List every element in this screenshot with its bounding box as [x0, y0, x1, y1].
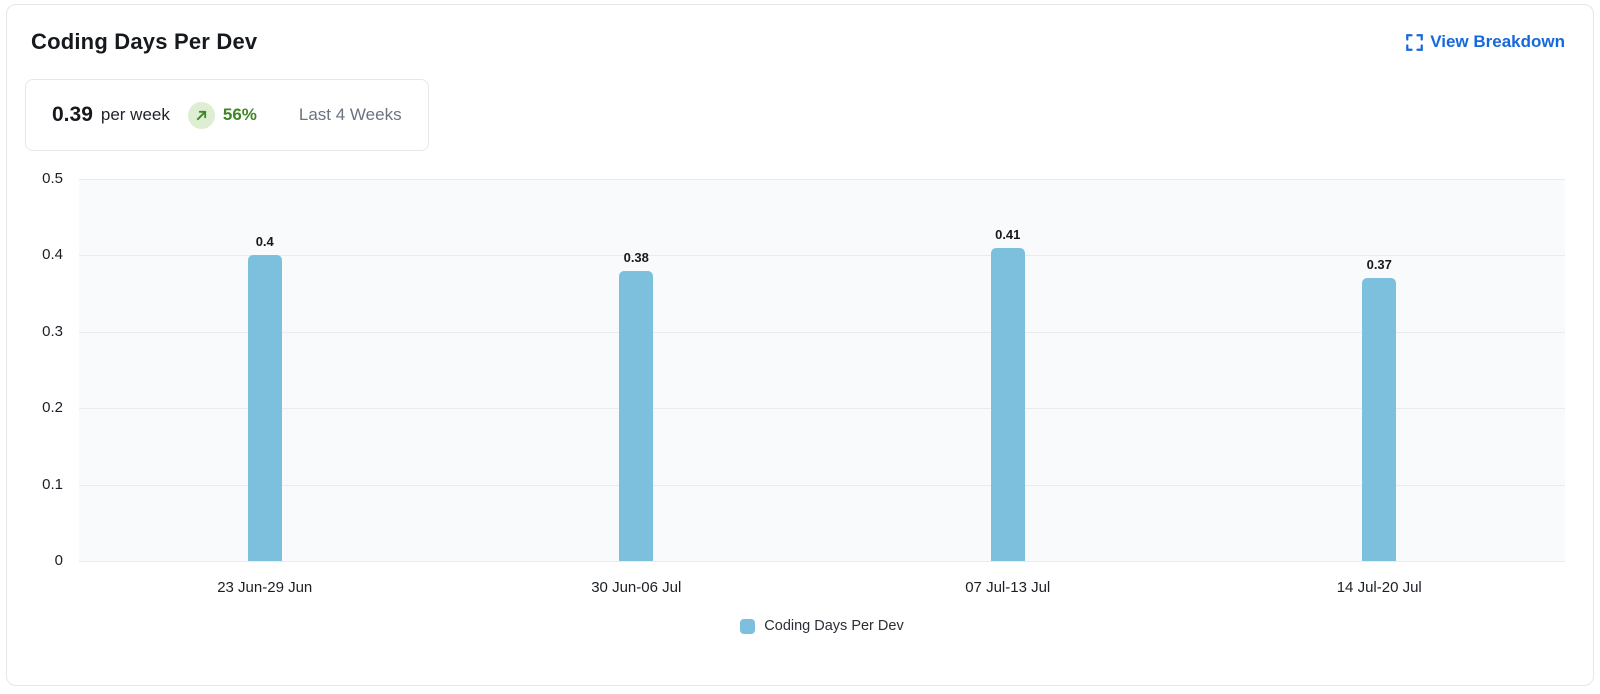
gridline [79, 331, 1565, 333]
coding-days-card: Coding Days Per Dev View Breakdown 0.39 … [6, 4, 1594, 686]
x-axis-label: 23 Jun-29 Jun [217, 579, 313, 596]
bar-value-label: 0.37 [1366, 257, 1392, 273]
chart-legend: Coding Days Per Dev [79, 618, 1565, 634]
trend-percentage: 56% [222, 105, 257, 124]
bar[interactable] [619, 270, 654, 561]
summary-period: Last 4 Weeks [298, 105, 402, 124]
view-breakdown-label: View Breakdown [1430, 32, 1565, 51]
y-axis-tick: 0.4 [42, 246, 63, 264]
x-axis-label: 30 Jun-06 Jul [591, 579, 682, 596]
card-header: Coding Days Per Dev View Breakdown [7, 5, 1593, 55]
summary-value: 0.39 [52, 103, 93, 126]
bar[interactable] [1362, 278, 1397, 561]
x-axis-label: 07 Jul-13 Jul [965, 579, 1051, 596]
expand-icon [1406, 33, 1424, 51]
gridline [79, 255, 1565, 257]
legend-swatch [740, 618, 756, 634]
gridline [79, 484, 1565, 486]
y-axis-tick: 0 [54, 552, 63, 569]
y-axis-tick: 0.2 [42, 399, 63, 417]
bar[interactable] [247, 255, 282, 561]
view-breakdown-link[interactable]: View Breakdown [1406, 32, 1565, 52]
legend-label: Coding Days Per Dev [764, 618, 904, 634]
bar-column: 0.37 [1194, 179, 1566, 561]
gridline [79, 561, 1565, 562]
y-axis-tick: 0.3 [42, 322, 63, 340]
bar-column: 0.4 [79, 179, 451, 561]
x-axis-labels: 23 Jun-29 Jun 30 Jun-06 Jul 07 Jul-13 Jul 1… [79, 561, 1565, 596]
x-axis-label: 14 Jul-20 Jul [1336, 579, 1422, 596]
bar-chart: 0.5 0.4 0.3 0.2 0.1 0 0.4 0.38 0.41 0.37 23 Jun-2… [7, 170, 1593, 634]
bar-value-label: 0.41 [995, 226, 1021, 242]
plot-area: 0.5 0.4 0.3 0.2 0.1 0 0.4 0.38 0.41 0.37 [42, 170, 1566, 569]
bar-column: 0.41 [822, 179, 1194, 561]
arrow-up-right-icon [187, 101, 215, 129]
y-axis-tick: 0.1 [42, 475, 63, 493]
gridline [79, 179, 1565, 180]
bar-column: 0.38 [451, 179, 823, 561]
bar[interactable] [990, 247, 1025, 561]
page-title: Coding Days Per Dev [31, 29, 258, 54]
gridline [79, 408, 1565, 410]
summary-unit: per week [100, 105, 170, 124]
y-axis-tick: 0.5 [42, 170, 63, 187]
summary-card: 0.39 per week 56% Last 4 Weeks [25, 79, 429, 151]
bar-value-label: 0.38 [623, 249, 649, 265]
bar-value-label: 0.4 [255, 234, 274, 250]
